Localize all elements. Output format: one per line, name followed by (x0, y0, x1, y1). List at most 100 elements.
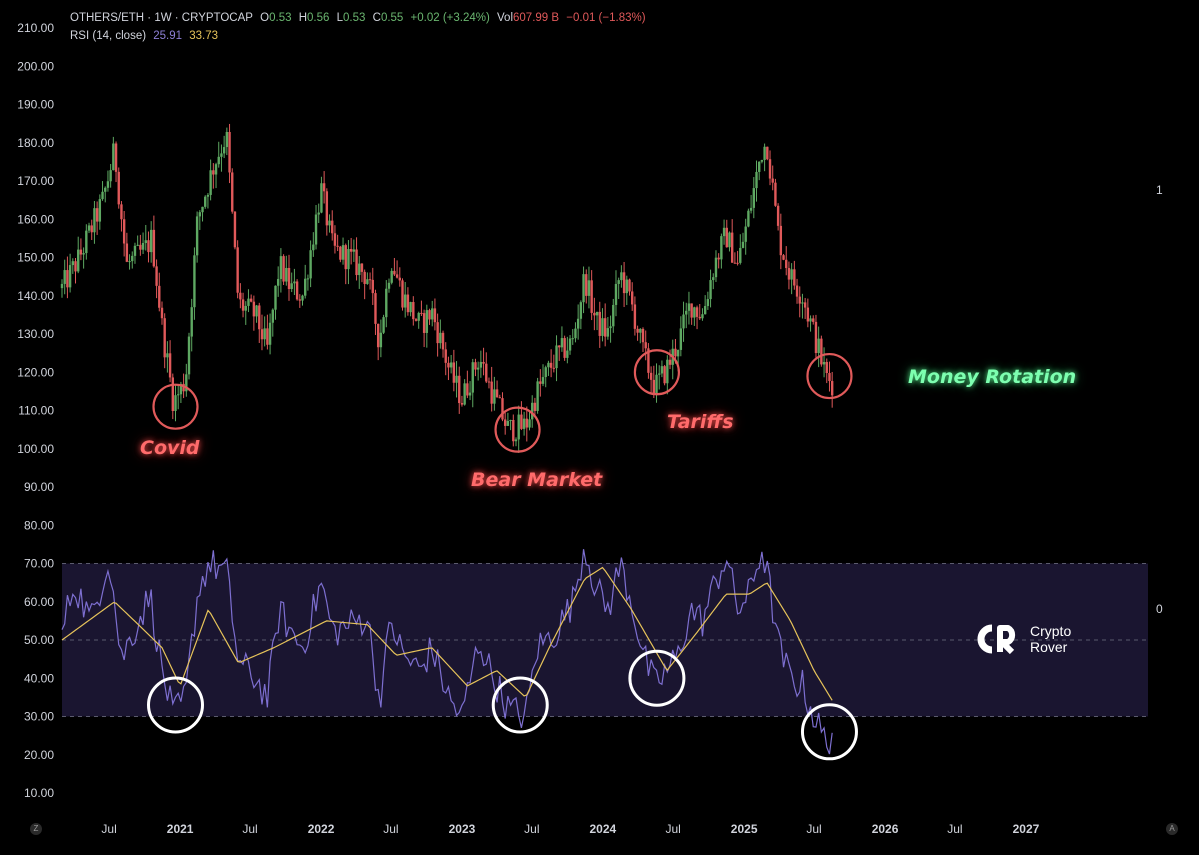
candle-body (360, 263, 364, 272)
candle-body (314, 214, 318, 245)
candle-body (452, 362, 456, 383)
candle-body (155, 266, 158, 286)
x-axis-tick-label: 2023 (449, 822, 476, 836)
candle-body (549, 362, 553, 368)
candle-body (703, 306, 707, 315)
candle-body (147, 240, 150, 253)
candle-body (822, 361, 826, 365)
candle-body (771, 178, 774, 183)
candle-body (77, 249, 80, 272)
candle-body (744, 226, 747, 242)
candle-body (728, 232, 731, 248)
rsi-label[interactable]: RSI (14, close) (70, 30, 147, 42)
candle-body (331, 220, 334, 234)
candle-body (95, 208, 99, 222)
symbol-title[interactable]: OTHERS/ETH · 1W · CRYPTOCAP (70, 12, 253, 24)
candle-body (301, 295, 304, 301)
candle-body (204, 196, 207, 207)
candle-body (79, 249, 83, 255)
candle-body (158, 285, 161, 308)
candle-body (682, 314, 685, 329)
candle-body (255, 305, 258, 317)
candle-body (285, 267, 288, 282)
rsi-pane-scale-label: 0 (1156, 602, 1163, 616)
candle-body (222, 147, 226, 154)
rsi-ma-line (61, 566, 833, 701)
candle-body (376, 323, 380, 348)
change-value: +0.02 (+3.24%) (410, 12, 490, 24)
candle-body (476, 367, 480, 370)
candle-body (347, 249, 350, 270)
candle-body (652, 379, 656, 395)
candle-body (563, 338, 566, 358)
candle-body (60, 283, 64, 289)
candle-layer (60, 123, 834, 453)
candle-body (690, 303, 693, 318)
candle-body (614, 283, 618, 305)
x-axis-tick-label: 2022 (308, 822, 335, 836)
candle-body (125, 243, 129, 262)
candle-body (247, 298, 250, 306)
candle-body (830, 381, 834, 396)
candle-body (698, 316, 701, 319)
candle-body (503, 419, 507, 426)
candle-body (536, 381, 539, 411)
candle-body (239, 292, 242, 300)
candle-body (628, 279, 631, 292)
candle-body (701, 314, 704, 319)
candle-body (233, 211, 237, 248)
candle-body (363, 271, 366, 284)
candle-body (812, 318, 815, 322)
x-axis-tick-label: 2021 (167, 822, 194, 836)
candle-body (320, 183, 323, 213)
ohlc-legend: OTHERS/ETH · 1W · CRYPTOCAP O0.53 H0.56 … (70, 12, 650, 24)
candle-body (760, 159, 764, 162)
candle-body (458, 375, 461, 404)
candle-body (295, 281, 299, 300)
candle-body (114, 143, 118, 172)
candle-body (571, 338, 574, 340)
auto-scale-button[interactable]: A (1166, 823, 1178, 835)
candle-body (266, 328, 269, 345)
candle-body (293, 281, 296, 284)
candle-body (276, 278, 280, 286)
candle-body (825, 361, 828, 374)
candle-body (163, 318, 166, 358)
volume-change: −0.01 (−1.83%) (566, 12, 646, 24)
candle-body (714, 257, 718, 278)
candle-body (641, 328, 645, 343)
candle-body (636, 328, 639, 333)
candle-body (85, 230, 88, 254)
candle-body (160, 307, 164, 319)
y-axis-tick-label: 130.00 (17, 327, 54, 341)
y-axis-tick-label: 150.00 (17, 251, 54, 265)
candle-body (66, 270, 69, 288)
candle-body (601, 318, 604, 336)
rsi-value: 25.91 (153, 30, 183, 42)
candle-body (414, 319, 418, 321)
candle-body (182, 383, 185, 392)
candle-body (325, 191, 329, 226)
candle-body (128, 261, 131, 263)
candle-body (547, 362, 550, 368)
candle-body (449, 362, 453, 368)
candle-body (322, 183, 326, 192)
candle-body (747, 210, 750, 227)
timezone-button[interactable]: Z (30, 823, 42, 835)
candle-body (482, 361, 485, 364)
open-label: O (260, 12, 270, 24)
candle-body (517, 414, 520, 440)
y-axis-tick-label: 70.00 (24, 557, 54, 571)
crypto-rover-logo: Crypto Rover (972, 622, 1071, 656)
candle-body (758, 161, 761, 172)
candle-body (522, 418, 526, 429)
candle-body (387, 282, 391, 289)
candle-body (409, 302, 412, 313)
candle-body (666, 359, 669, 384)
candle-body (801, 302, 804, 304)
candle-body (268, 322, 272, 345)
candle-body (763, 146, 766, 160)
candle-body (533, 402, 537, 411)
